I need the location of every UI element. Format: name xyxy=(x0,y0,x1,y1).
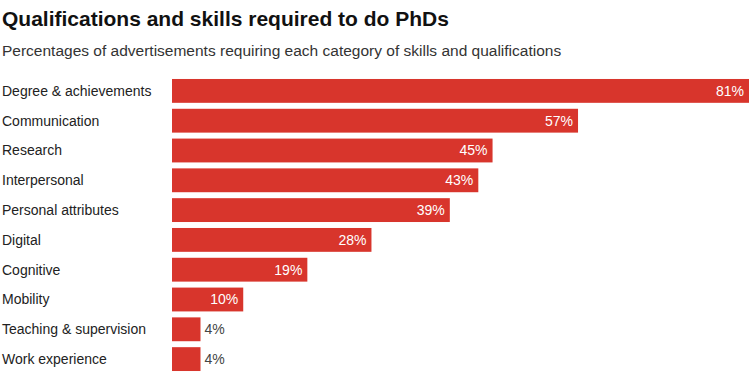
chart: Qualifications and skills required to do… xyxy=(0,0,754,374)
tick-label: Interpersonal xyxy=(2,172,84,188)
bar xyxy=(172,79,749,103)
title: Qualifications and skills required to do… xyxy=(2,7,449,30)
tick-label: Digital xyxy=(2,232,41,248)
data-label: 81% xyxy=(716,83,744,99)
bar xyxy=(172,168,478,192)
data-labels: 81% 57% 45% 43%39% 28% 19% 10% 4% 4% xyxy=(204,83,744,367)
tick-label: Degree & achievements xyxy=(2,83,151,99)
subtitle: Percentages of advertisements requiring … xyxy=(2,42,561,59)
data-label: 57% xyxy=(545,113,573,129)
bar xyxy=(172,198,450,222)
tick-label: Teaching & supervision xyxy=(2,321,146,337)
data-label: 28% xyxy=(338,232,366,248)
tick-label: Communication xyxy=(2,113,99,129)
bar xyxy=(172,139,493,163)
tick-label: Work experience xyxy=(2,351,107,367)
y-axis-labels: Degree & achievements Communication Resear… xyxy=(2,83,151,367)
tick-label: Personal attributes xyxy=(2,202,119,218)
data-label: 10% xyxy=(210,291,238,307)
bar xyxy=(172,288,243,312)
tick-label: Cognitive xyxy=(2,262,61,278)
bar xyxy=(172,228,371,252)
data-label: 39% xyxy=(417,202,445,218)
bar xyxy=(172,258,307,282)
data-label: 45% xyxy=(460,142,488,158)
data-label: 19% xyxy=(274,262,302,278)
bar xyxy=(172,109,578,133)
data-label: 43% xyxy=(445,172,473,188)
bar xyxy=(172,347,200,371)
tick-label: Mobility xyxy=(2,291,49,307)
data-label: 4% xyxy=(204,321,224,337)
tick-label: Research xyxy=(2,142,62,158)
bars xyxy=(172,79,749,371)
data-label: 4% xyxy=(204,351,224,367)
bar xyxy=(172,317,200,341)
